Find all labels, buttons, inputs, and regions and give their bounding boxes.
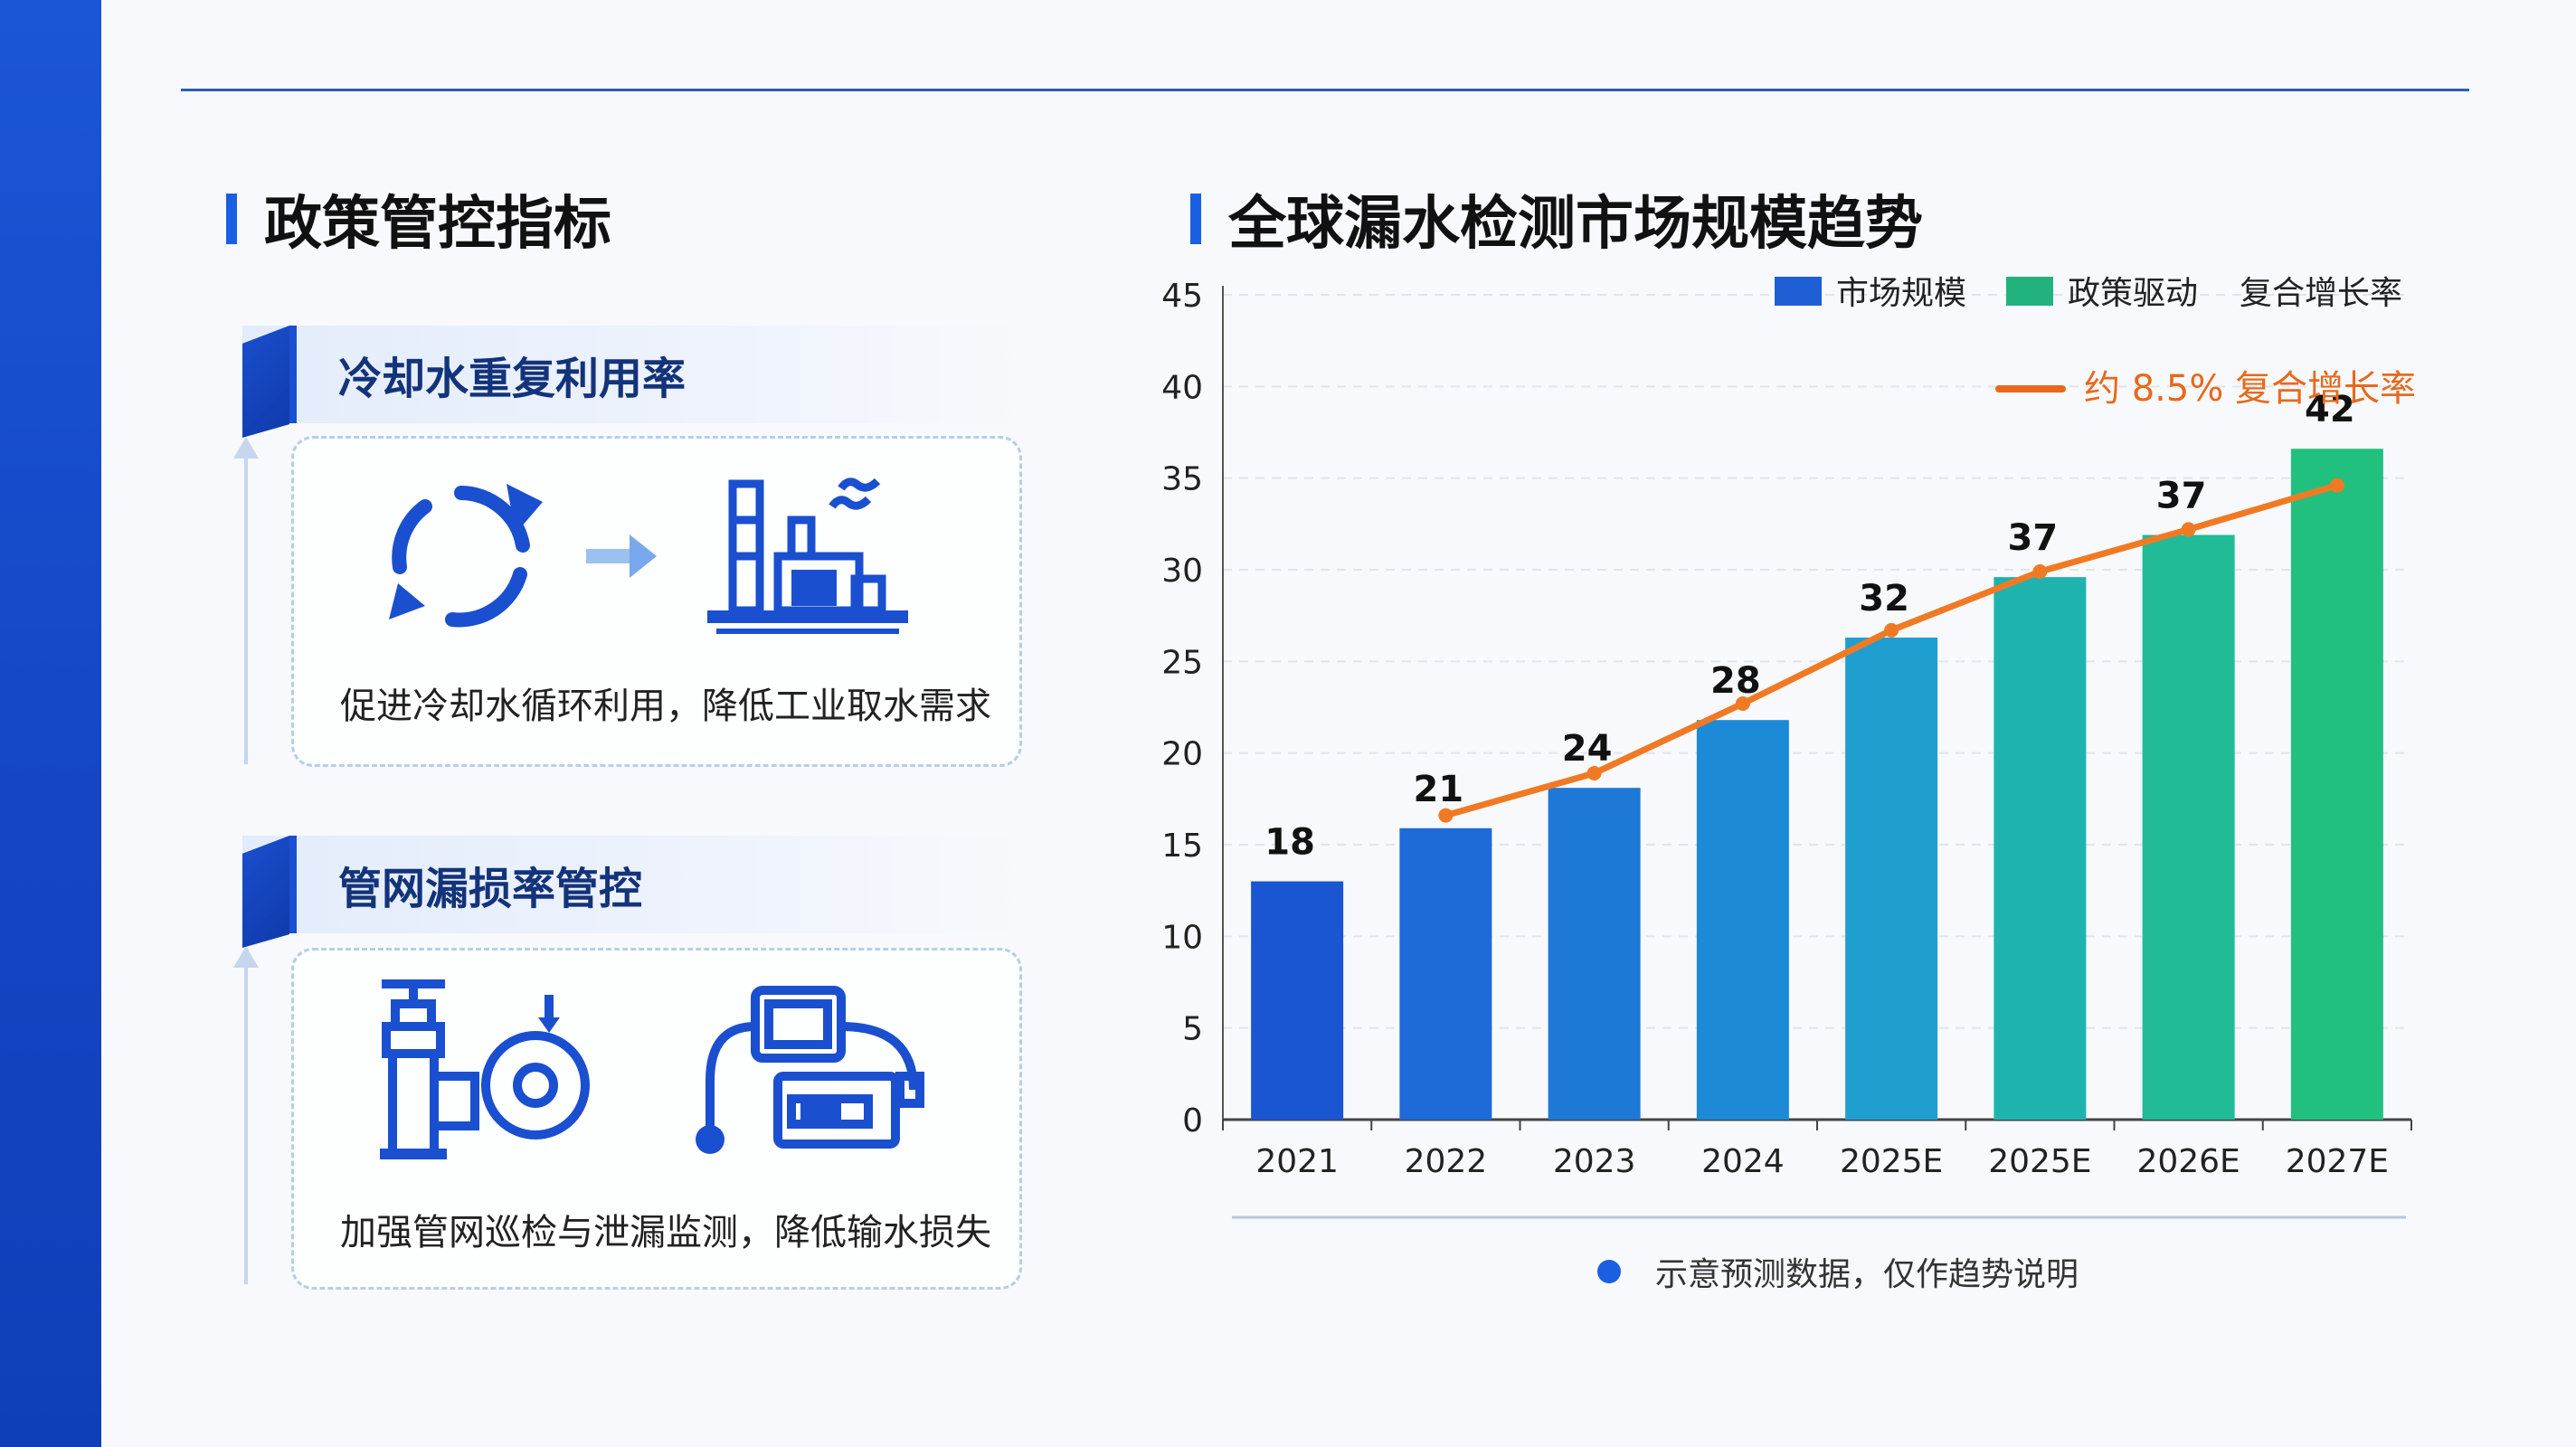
bar-value-label: 37: [2156, 475, 2207, 516]
x-tick-label: 2021: [1255, 1143, 1339, 1180]
card1-side-arrow: [233, 437, 259, 764]
bar: [1845, 637, 1938, 1120]
legend-label: 市场规模: [1836, 275, 1966, 312]
arrow-right-icon: [586, 534, 657, 578]
card1-header: 冷却水重复利用率: [242, 326, 1020, 438]
bar-value-label: 18: [1264, 822, 1315, 864]
card1-flag: [242, 326, 289, 438]
bar: [1696, 720, 1789, 1120]
cagr-point: [2329, 478, 2344, 493]
bar: [1251, 881, 1344, 1120]
pipe-valve-icon: [380, 979, 590, 1159]
title-accent-bar: [1190, 194, 1201, 244]
footnote-text: 示意预测数据，仅作趋势说明: [1655, 1256, 2079, 1293]
leak-monitor-icon: [696, 986, 924, 1154]
card2-side-arrow: [233, 946, 259, 1284]
bar-value-label: 32: [1859, 578, 1909, 619]
data-labels: 18 21 24 28 32 37 37 42: [1264, 389, 2354, 863]
legend-swatch: [2006, 277, 2053, 306]
axes: 0 5 10 15 20 25 30 35 40 45 2021 2022 2023 2024 2025E 2…: [1161, 278, 2412, 1219]
bar-value-label: 42: [2305, 389, 2355, 430]
y-tick-label: 0: [1182, 1102, 1203, 1140]
left-accent-band: [0, 0, 101, 1447]
x-tick-label: 2023: [1553, 1143, 1636, 1180]
x-tick-label: 2022: [1405, 1143, 1488, 1180]
cagr-point: [1884, 622, 1899, 638]
bar: [2290, 449, 2383, 1120]
bar-value-label: 24: [1562, 728, 1613, 770]
y-tick-label: 45: [1161, 278, 1203, 315]
legend-label: 复合增长率: [2240, 275, 2402, 312]
bar: [1994, 577, 2087, 1120]
cagr-point: [2032, 564, 2048, 580]
card2-flag: [242, 836, 289, 948]
cagr-point: [1735, 695, 1750, 711]
y-tick-label: 30: [1161, 553, 1203, 590]
cagr-annotation: 约 8.5% 复合增长率: [2084, 368, 2416, 410]
left-panel-title: 政策管控指标: [226, 177, 611, 260]
legend-label: 政策驱动: [2068, 275, 2198, 312]
left-panel-title-text: 政策管控指标: [264, 191, 611, 258]
bar: [1548, 788, 1641, 1120]
x-tick-label: 2025E: [1840, 1143, 1943, 1180]
card1-heading: 冷却水重复利用率: [338, 354, 687, 404]
x-tick-label: 2027E: [2286, 1143, 2389, 1180]
bar: [2142, 534, 2235, 1120]
footnote: 示意预测数据，仅作趋势说明: [1597, 1248, 2079, 1295]
y-tick-label: 5: [1182, 1011, 1203, 1048]
x-tick-label: 2025E: [1988, 1143, 2091, 1180]
top-divider: [181, 89, 2469, 91]
y-tick-label: 15: [1161, 828, 1203, 865]
card1-description: 促进冷却水循环利用，降低工业取水需求: [340, 686, 991, 727]
right-panel-title: 全球漏水检测市场规模趋势: [1190, 177, 1923, 260]
factory-icon: [707, 478, 908, 634]
footnote-dot-icon: [1597, 1260, 1621, 1283]
right-panel-title-text: 全球漏水检测市场规模趋势: [1228, 191, 1923, 258]
legend-swatch: [1775, 277, 1822, 306]
title-accent-bar: [226, 194, 237, 244]
y-tick-label: 10: [1161, 919, 1203, 956]
card2-description: 加强管网巡检与泄漏监测，降低输水损失: [340, 1212, 991, 1253]
bars: [1251, 449, 2383, 1120]
cagr-line: [1438, 478, 2344, 823]
x-tick-label: 2026E: [2136, 1143, 2240, 1180]
card2-heading: 管网漏损率管控: [338, 864, 643, 914]
bar-value-label: 37: [2008, 517, 2059, 559]
bar-value-label: 28: [1710, 660, 1761, 702]
bar: [1399, 828, 1492, 1120]
y-tick-label: 20: [1161, 736, 1203, 773]
recycle-icon: [389, 484, 543, 628]
card2-header: 管网漏损率管控: [242, 836, 1020, 948]
bar-value-label: 21: [1414, 769, 1464, 810]
cagr-point: [1586, 765, 1602, 780]
y-tick-label: 35: [1161, 461, 1203, 498]
y-tick-label: 40: [1161, 369, 1203, 406]
cagr-point: [1438, 808, 1454, 823]
y-tick-label: 25: [1161, 644, 1203, 681]
x-tick-label: 2024: [1701, 1143, 1785, 1180]
cagr-point: [2181, 522, 2196, 537]
